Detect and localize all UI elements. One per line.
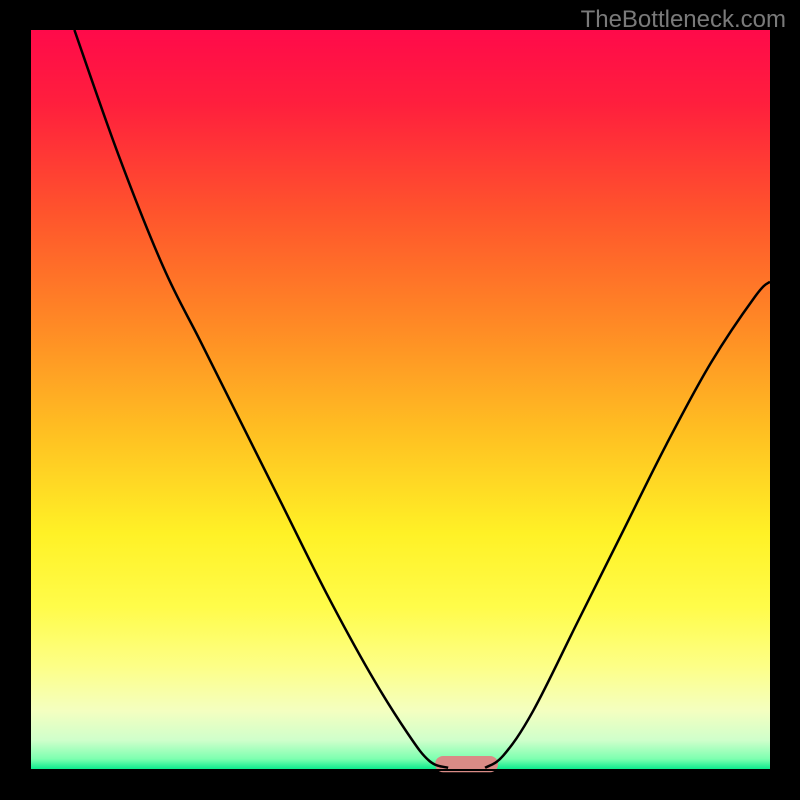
chart-gradient-background xyxy=(30,30,770,770)
chart-canvas xyxy=(0,0,800,800)
bottleneck-chart: TheBottleneck.com xyxy=(0,0,800,800)
